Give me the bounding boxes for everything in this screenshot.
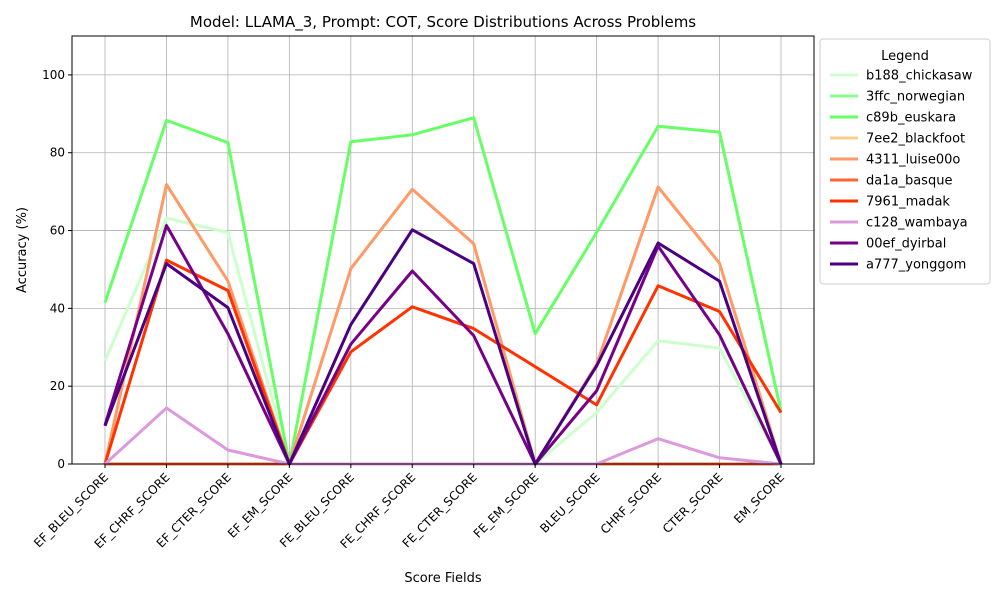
x-axis-label: Score Fields — [404, 571, 482, 586]
legend-label: 7961_madak — [866, 195, 950, 210]
legend-label: c89b_euskara — [866, 111, 956, 126]
legend-title: Legend — [881, 49, 929, 64]
series-line-c128_wambaya — [103, 406, 782, 466]
y-tick-label: 60 — [50, 224, 65, 238]
series-lines — [103, 116, 783, 466]
x-tick-label: CTER_SCORE — [660, 470, 726, 536]
legend-label: 00ef_dyirbal — [866, 237, 946, 252]
y-axis-label: Accuracy (%) — [15, 207, 30, 293]
legend-label: a777_yonggom — [866, 258, 966, 273]
x-tick-label: CHRF_SCORE — [598, 470, 664, 536]
y-tick-label: 80 — [50, 146, 65, 160]
legend: Legend b188_chickasaw 3ffc_norwegian c89b_… — [819, 38, 991, 285]
y-tick-label: 100 — [42, 68, 65, 82]
chart-title: Model: LLAMA_3, Prompt: COT, Score Distr… — [190, 13, 696, 32]
y-tick-label: 40 — [50, 301, 65, 315]
x-tick-label: FE_EM_SCORE — [471, 470, 542, 541]
y-tick-label: 0 — [57, 457, 65, 471]
series-line-00ef_dyirbal — [103, 224, 783, 466]
legend-label: 3ffc_norwegian — [866, 90, 965, 105]
x-tick-label: BLEU_SCORE — [537, 470, 603, 536]
legend-label: da1a_basque — [866, 174, 952, 189]
series-line-7961_madak — [103, 258, 783, 466]
legend-label: 4311_luise00o — [866, 153, 960, 168]
y-tick-label: 20 — [50, 379, 65, 393]
x-axis-ticks: EF_BLEU_SCOREEF_CHRF_SCOREEF_CTER_SCOREE… — [31, 464, 787, 551]
grid — [72, 36, 814, 465]
series-line-a777_yonggom — [103, 228, 783, 466]
legend-frame — [819, 38, 991, 285]
plot-frame — [71, 35, 815, 465]
y-axis-ticks: 0 20 40 60 80 100 — [42, 68, 72, 471]
series-line-4311_luise00o — [103, 183, 783, 466]
x-tick-label: EM_SCORE — [731, 470, 787, 526]
legend-label: c128_wambaya — [866, 216, 968, 231]
legend-label: b188_chickasaw — [866, 69, 973, 84]
legend-items: b188_chickasaw 3ffc_norwegian c89b_euskara… — [830, 69, 973, 273]
series-line-c89b_euskara — [103, 116, 783, 466]
legend-label: 7ee2_blackfoot — [866, 132, 965, 147]
x-tick-label: EF_EM_SCORE — [225, 470, 296, 541]
